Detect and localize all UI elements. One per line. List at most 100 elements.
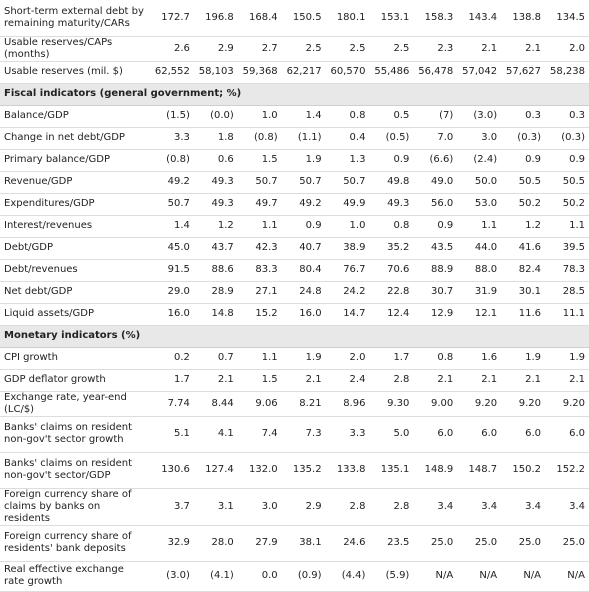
value-cell: 62,217	[281, 61, 326, 84]
value-cell: 31.9	[457, 281, 502, 304]
row-label: Foreign currency share of residents' ban…	[0, 525, 150, 562]
value-cell: 196.8	[193, 0, 238, 37]
value-cell: 14.7	[325, 303, 370, 326]
value-cell: 49.7	[237, 193, 282, 216]
value-cell: 2.1	[501, 369, 546, 392]
value-cell: 50.7	[325, 171, 370, 194]
value-cell: 27.1	[237, 281, 282, 304]
table-row: GDP deflator growth 1.7 2.1 1.5 2.1 2.4 2.8 2.1…	[0, 369, 589, 392]
value-cell: 49.8	[369, 171, 414, 194]
value-cell: 80.4	[281, 259, 326, 282]
value-cell: 135.1	[369, 452, 414, 489]
value-cell: 9.20	[457, 391, 502, 417]
value-cell: 2.5	[325, 36, 370, 62]
value-cell: 9.20	[545, 391, 589, 417]
value-cell: 2.8	[369, 488, 414, 526]
value-cell: 32.9	[150, 525, 194, 562]
value-cell: 172.7	[150, 0, 194, 37]
row-label: Interest/revenues	[0, 215, 150, 238]
value-cell: 0.0	[237, 561, 282, 592]
value-cell: 57,042	[457, 61, 502, 84]
value-cell: 5.1	[150, 416, 194, 453]
table-row: Revenue/GDP 49.2 49.3 50.7 50.7 50.7 49.8 49.0 5…	[0, 171, 589, 194]
value-cell: 2.9	[281, 488, 326, 526]
table-row: Real effective exchange rate growth (3.0)…	[0, 561, 589, 592]
value-cell: 41.6	[501, 237, 546, 260]
value-cell: 2.4	[325, 369, 370, 392]
value-cell: 0.9	[413, 215, 458, 238]
value-cell: (4.1)	[193, 561, 238, 592]
value-cell: 2.1	[281, 369, 326, 392]
value-cell: 3.0	[457, 127, 502, 150]
value-cell: 50.2	[501, 193, 546, 216]
value-cell: 50.2	[545, 193, 589, 216]
value-cell: (0.8)	[150, 149, 194, 172]
value-cell: 8.21	[281, 391, 326, 417]
value-cell: 2.8	[325, 488, 370, 526]
value-cell: 0.3	[545, 105, 589, 128]
value-cell: 56.0	[413, 193, 458, 216]
value-cell: 0.8	[369, 215, 414, 238]
value-cell: (3.0)	[457, 105, 502, 128]
row-label: Foreign currency share of claims by bank…	[0, 488, 150, 526]
table-row: Foreign currency share of residents' ban…	[0, 525, 589, 562]
table-row: Debt/revenues 91.5 88.6 83.3 80.4 76.7 70.6 88.…	[0, 259, 589, 282]
value-cell: 130.6	[150, 452, 194, 489]
value-cell: 3.1	[193, 488, 238, 526]
value-cell: 12.1	[457, 303, 502, 326]
row-label: Debt/revenues	[0, 259, 150, 282]
value-cell: 135.2	[281, 452, 326, 489]
value-cell: 24.8	[281, 281, 326, 304]
value-cell: 7.0	[413, 127, 458, 150]
value-cell: 4.1	[193, 416, 238, 453]
value-cell: 38.1	[281, 525, 326, 562]
value-cell: 0.9	[501, 149, 546, 172]
value-cell: 1.1	[545, 215, 589, 238]
row-label: Change in net debt/GDP	[0, 127, 150, 150]
table-row: Debt/GDP 45.0 43.7 42.3 40.7 38.9 35.2 43.5 44.0…	[0, 237, 589, 260]
row-label: Primary balance/GDP	[0, 149, 150, 172]
table-row: Banks' claims on resident non-gov't sect…	[0, 452, 589, 489]
value-cell: 43.5	[413, 237, 458, 260]
table-row: Usable reserves/CAPs (months) 2.6 2.9 2.7 2.…	[0, 36, 589, 62]
value-cell: 148.9	[413, 452, 458, 489]
table-row: Short-term external debt by remaining ma…	[0, 0, 589, 37]
value-cell: 78.3	[545, 259, 589, 282]
value-cell: 150.2	[501, 452, 546, 489]
row-label: Revenue/GDP	[0, 171, 150, 194]
value-cell: 8.44	[193, 391, 238, 417]
value-cell: 0.4	[325, 127, 370, 150]
value-cell: 24.2	[325, 281, 370, 304]
value-cell: 134.5	[545, 0, 589, 37]
value-cell: 25.0	[501, 525, 546, 562]
value-cell: (0.9)	[281, 561, 326, 592]
value-cell: 9.06	[237, 391, 282, 417]
value-cell: (0.0)	[193, 105, 238, 128]
value-cell: (1.1)	[281, 127, 326, 150]
value-cell: 2.1	[457, 36, 502, 62]
value-cell: 59,368	[237, 61, 282, 84]
value-cell: 6.0	[501, 416, 546, 453]
value-cell: (1.5)	[150, 105, 194, 128]
value-cell: (0.3)	[545, 127, 589, 150]
value-cell: 8.96	[325, 391, 370, 417]
value-cell: 2.1	[413, 369, 458, 392]
value-cell: 11.6	[501, 303, 546, 326]
value-cell: 50.7	[237, 171, 282, 194]
value-cell: 30.7	[413, 281, 458, 304]
value-cell: 39.5	[545, 237, 589, 260]
value-cell: (2.4)	[457, 149, 502, 172]
value-cell: 9.30	[369, 391, 414, 417]
value-cell: 7.74	[150, 391, 194, 417]
row-label: Liquid assets/GDP	[0, 303, 150, 326]
value-cell: 1.3	[325, 149, 370, 172]
value-cell: 152.2	[545, 452, 589, 489]
value-cell: 50.5	[545, 171, 589, 194]
value-cell: N/A	[545, 561, 589, 592]
value-cell: 2.1	[193, 369, 238, 392]
value-cell: 28.9	[193, 281, 238, 304]
value-cell: 132.0	[237, 452, 282, 489]
value-cell: 49.0	[413, 171, 458, 194]
row-label: Banks' claims on resident non-gov't sect…	[0, 416, 150, 453]
value-cell: 7.4	[237, 416, 282, 453]
